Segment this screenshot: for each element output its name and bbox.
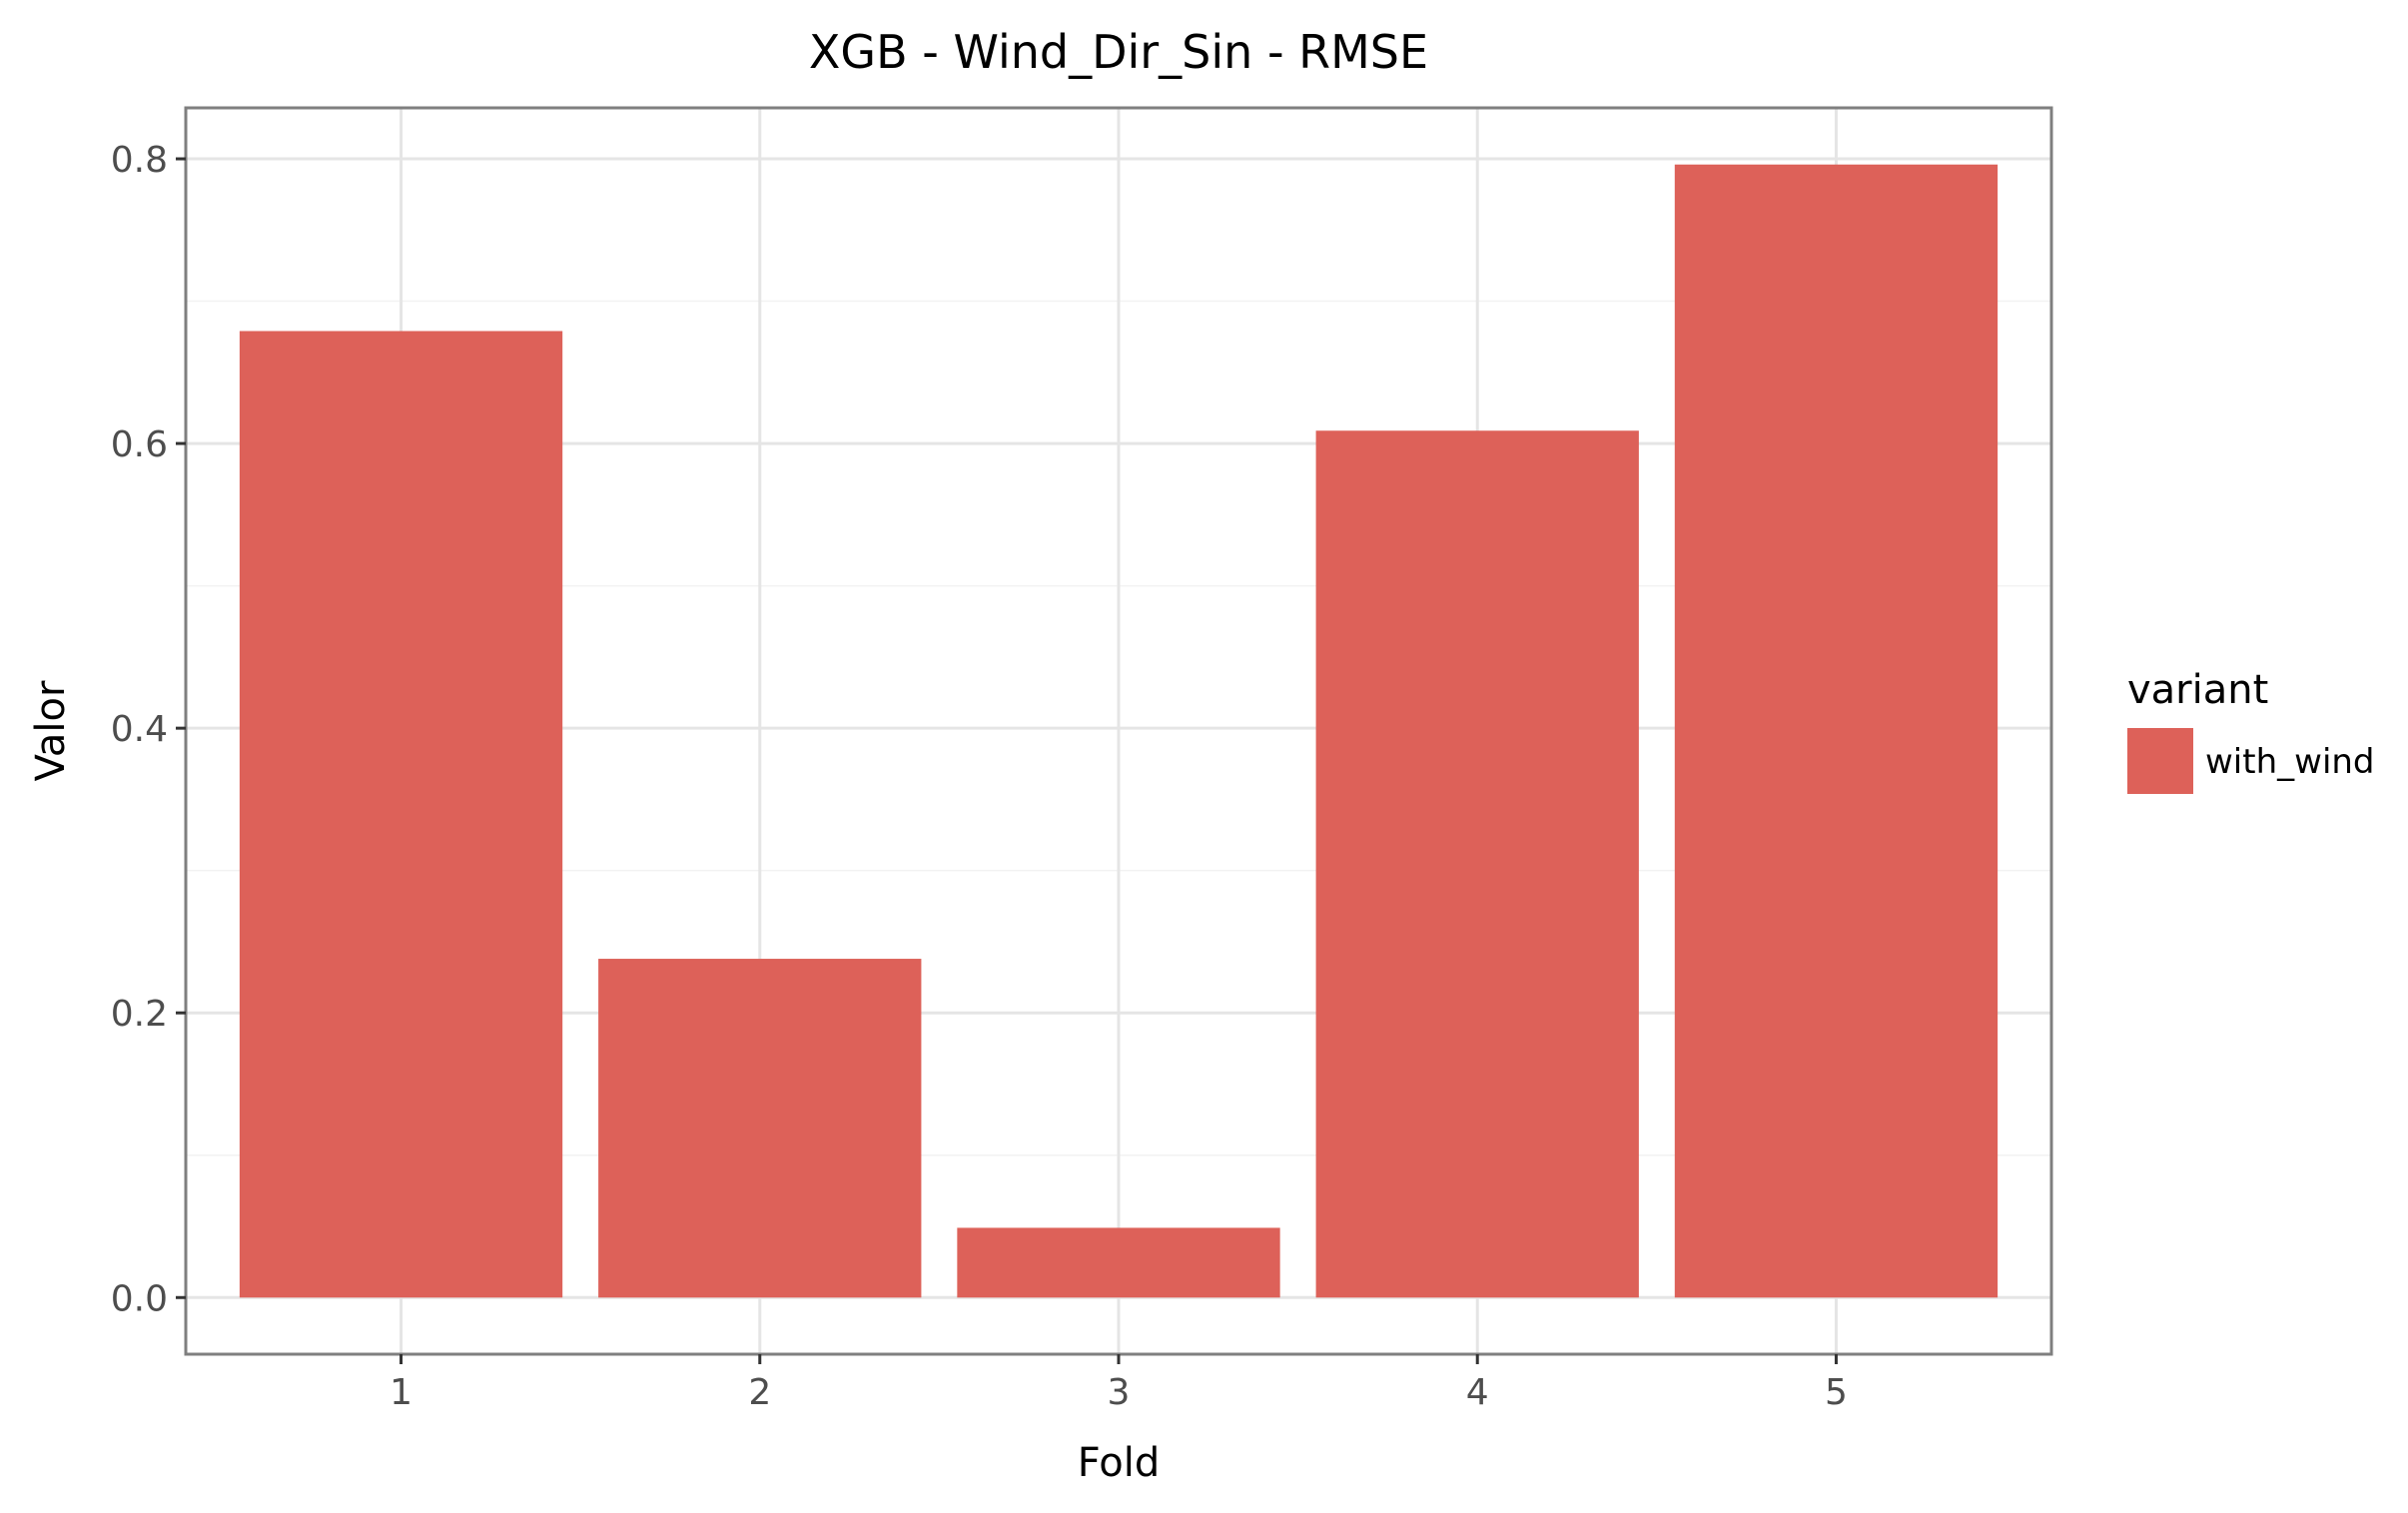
bar-fold-1 bbox=[239, 331, 563, 1298]
y-tick-label: 0.0 bbox=[111, 1278, 168, 1319]
y-tick-label: 0.6 bbox=[111, 424, 168, 465]
x-tick-label: 4 bbox=[1466, 1372, 1489, 1413]
legend-swatch bbox=[2127, 728, 2193, 794]
legend-items: with_wind bbox=[2127, 728, 2375, 794]
x-tick-label: 2 bbox=[748, 1372, 771, 1413]
legend-title: variant bbox=[2127, 667, 2268, 713]
x-tick-label: 3 bbox=[1108, 1372, 1131, 1413]
x-axis-title: Fold bbox=[1078, 1440, 1161, 1486]
y-axis: 0.0 0.2 0.4 0.6 0.8 bbox=[111, 140, 186, 1319]
x-tick-label: 1 bbox=[390, 1372, 412, 1413]
bar-fold-4 bbox=[1315, 430, 1639, 1298]
y-axis-title: Valor bbox=[28, 680, 74, 781]
x-tick-label: 5 bbox=[1825, 1372, 1848, 1413]
legend: variant with_wind bbox=[2127, 667, 2375, 794]
y-tick-label: 0.2 bbox=[111, 994, 168, 1035]
bar-fold-3 bbox=[957, 1227, 1280, 1298]
x-axis: 1 2 3 4 5 bbox=[390, 1354, 1848, 1413]
bar-fold-5 bbox=[1674, 164, 1999, 1298]
bars bbox=[239, 164, 1999, 1298]
y-tick-label: 0.4 bbox=[111, 709, 168, 750]
bar-fold-2 bbox=[598, 959, 922, 1298]
chart-title: XGB - Wind_Dir_Sin - RMSE bbox=[809, 25, 1428, 79]
y-tick-label: 0.8 bbox=[111, 140, 168, 181]
legend-label: with_wind bbox=[2205, 742, 2375, 782]
